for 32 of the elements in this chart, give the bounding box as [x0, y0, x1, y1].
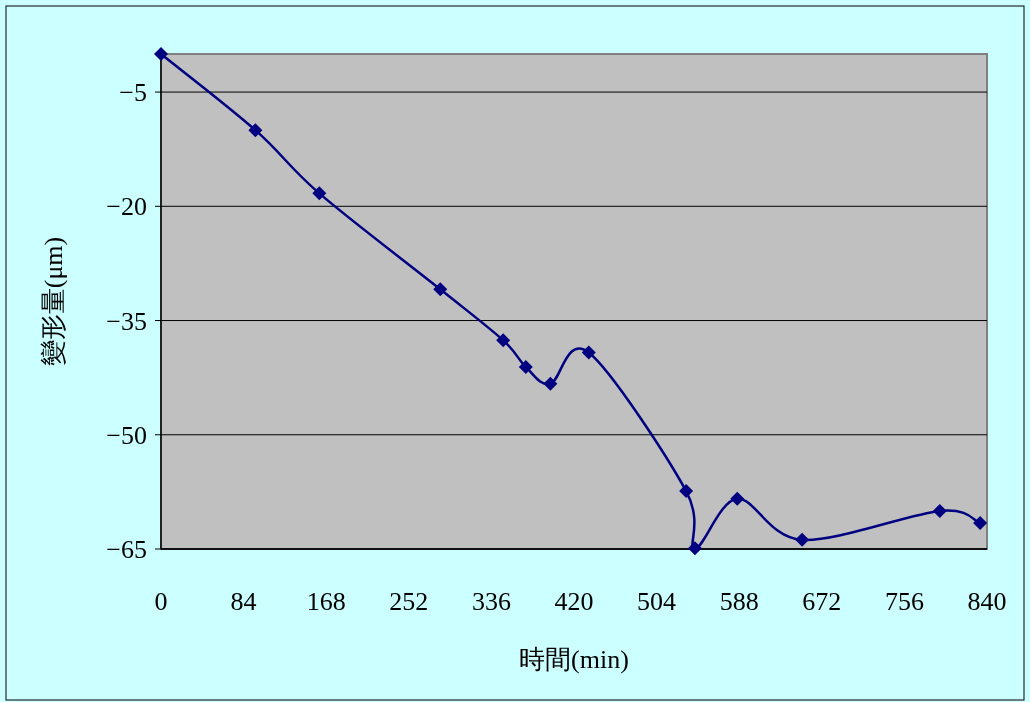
x-tick-label: 504: [637, 587, 677, 616]
x-tick-label: 336: [471, 587, 511, 616]
x-tick-label: 588: [719, 587, 759, 616]
x-tick-label: 168: [306, 587, 346, 616]
point: [312, 186, 327, 201]
x-axis-title: 時間(min): [519, 645, 629, 674]
y-tick-label: −65: [106, 535, 147, 564]
point: [932, 503, 947, 518]
point: [543, 376, 558, 391]
point: [518, 359, 533, 374]
point: [496, 333, 511, 348]
x-tick-label: 672: [802, 587, 842, 616]
point: [154, 47, 168, 61]
point: [795, 532, 810, 547]
point: [730, 491, 745, 506]
x-tick-label: 0: [154, 587, 168, 616]
x-tick-label: 420: [554, 587, 594, 616]
x-tick-label: 756: [884, 587, 924, 616]
point: [433, 282, 448, 297]
point: [679, 484, 694, 499]
x-tick-label: 84: [230, 587, 257, 616]
x-tick-label: 840: [967, 587, 1007, 616]
y-tick-label: −20: [106, 192, 147, 222]
y-tick-label: −50: [106, 420, 147, 450]
x-tick-label: 252: [389, 587, 429, 616]
y-tick-label: −35: [106, 306, 147, 336]
point: [973, 516, 988, 531]
y-axis-title: 變形量(μm): [39, 236, 68, 367]
point: [687, 541, 702, 556]
point: [581, 345, 596, 360]
y-tick-label: −5: [119, 78, 147, 108]
point: [248, 123, 263, 138]
